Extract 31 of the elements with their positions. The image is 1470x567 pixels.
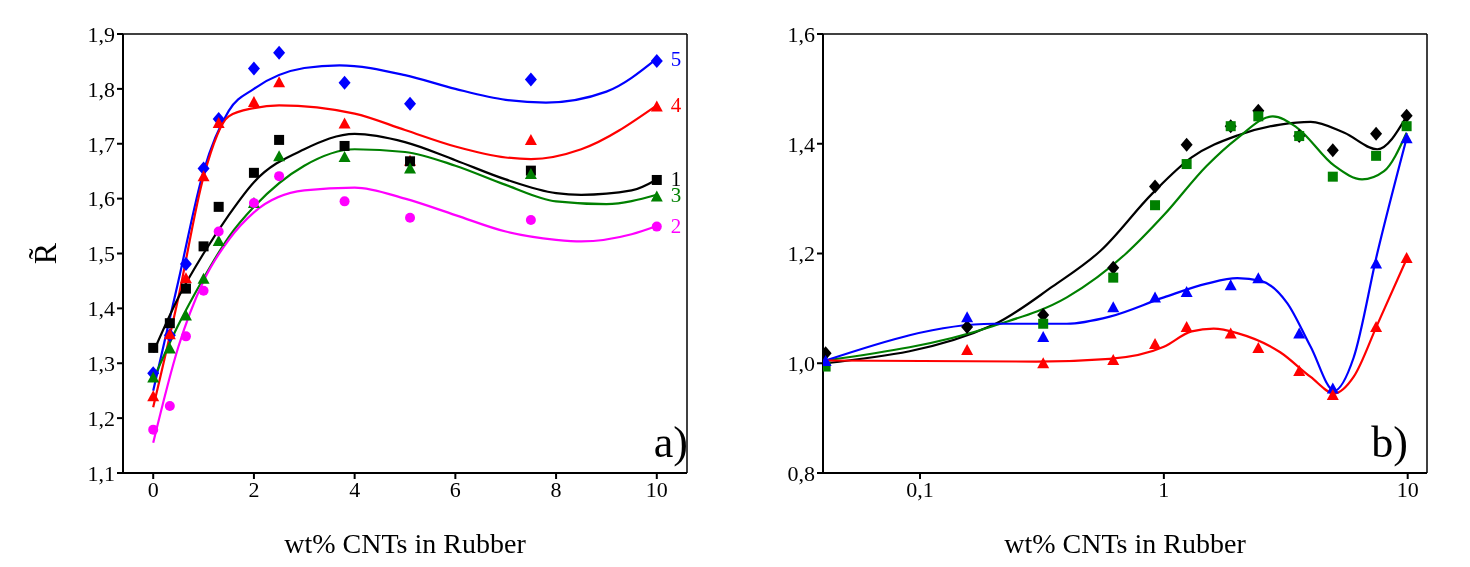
x-tick-label: 6 <box>449 476 461 502</box>
x-tick-label: 10 <box>1396 476 1419 502</box>
y-tick-label: 1,1 <box>87 460 115 486</box>
series-label: 4 <box>670 93 682 118</box>
x-axis-title: wt% CNTs in Rubber <box>1004 528 1247 559</box>
y-tick-label: 1,7 <box>87 131 115 157</box>
y-tick-label: 1,2 <box>87 405 115 431</box>
x-axis-title: wt% CNTs in Rubber <box>284 528 527 559</box>
y-tick-label: 1,4 <box>87 296 115 322</box>
annotation: a) <box>653 417 688 468</box>
x-tick-label: 1 <box>1158 476 1170 502</box>
x-tick-label: 0 <box>147 476 159 502</box>
y-tick-label: 1,4 <box>787 131 815 157</box>
y-tick-label: 0,8 <box>787 460 815 486</box>
x-tick-label: 0,1 <box>906 476 934 502</box>
y-tick-label: 1,9 <box>87 21 115 47</box>
y-tick-label: 1,6 <box>787 21 815 47</box>
series-label: 2 <box>670 214 682 239</box>
x-tick-label: 10 <box>645 476 668 502</box>
y-tick-label: 1,5 <box>87 241 115 267</box>
series-label: 5 <box>670 46 682 71</box>
y-tick-label: 1,2 <box>787 241 815 267</box>
y-axis-title: R̃ <box>27 242 64 265</box>
y-tick-label: 1,6 <box>87 186 115 212</box>
y-tick-label: 1,0 <box>787 351 815 377</box>
annotation: b) <box>1371 417 1408 468</box>
y-tick-label: 1,3 <box>87 351 115 377</box>
y-tick-label: 1,8 <box>87 76 115 102</box>
x-tick-label: 2 <box>248 476 260 502</box>
x-tick-label: 4 <box>349 476 361 502</box>
x-tick-label: 8 <box>550 476 562 502</box>
